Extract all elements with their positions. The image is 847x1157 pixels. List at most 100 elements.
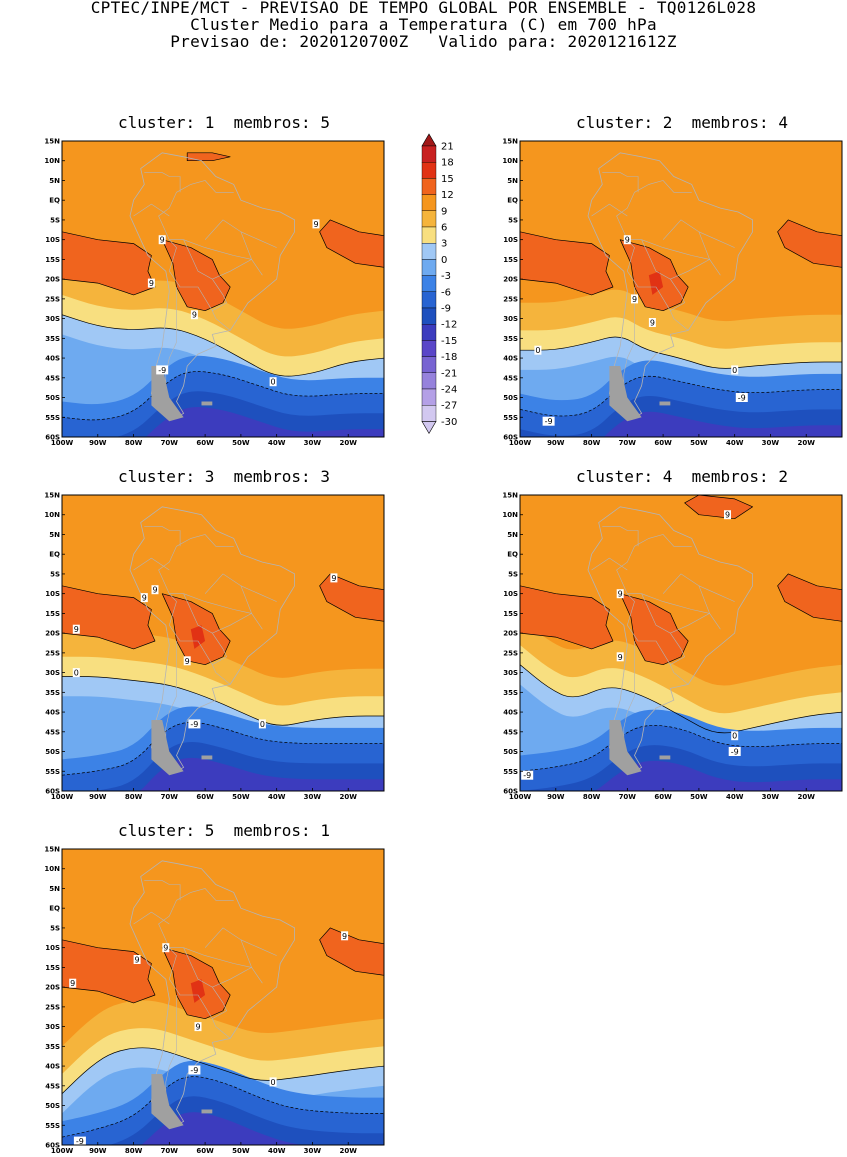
map-frame <box>519 494 843 792</box>
contour-label: 9 <box>135 956 140 965</box>
patagonia-landmass <box>609 720 642 776</box>
header-line-1: CPTEC/INPE/MCT - PREVISAO DE TEMPO GLOBA… <box>90 0 757 17</box>
lat-label: 15S <box>45 964 60 972</box>
contour-label-box <box>735 393 748 402</box>
colorbar-swatch <box>421 340 437 357</box>
lat-label: 25S <box>45 295 60 303</box>
falkland-islands <box>659 401 671 406</box>
colorbar-swatch <box>421 291 437 309</box>
warm-cell-north <box>186 152 231 162</box>
contour-label-box <box>188 719 201 729</box>
colorbar-level-label: -24 <box>441 385 457 396</box>
country-border <box>602 526 639 547</box>
lon-label: 30W <box>762 439 780 445</box>
map-field: 9 9 9 0 -9 -9 <box>520 495 842 791</box>
country-border <box>698 231 735 248</box>
lon-label: 50W <box>232 1147 250 1153</box>
contour-minus9 <box>62 722 384 776</box>
contour-label-box <box>73 1136 86 1145</box>
country-border <box>662 219 710 280</box>
lon-label: 20W <box>339 793 357 799</box>
country-border <box>158 900 177 980</box>
colorbar-swatch <box>421 242 437 260</box>
contour-label: 9 <box>725 511 730 520</box>
header-line-2: Cluster Medio para a Temperatura (C) em … <box>190 15 657 34</box>
lon-label: 20W <box>797 793 815 799</box>
contour-minus9 <box>62 1076 384 1138</box>
lat-label: 40S <box>45 709 60 717</box>
colorbar-level-label: 21 <box>441 142 454 153</box>
lat-label: 25S <box>503 649 518 657</box>
lon-label: 40W <box>268 439 286 445</box>
lat-label: 10N <box>502 511 518 519</box>
country-border <box>670 664 689 685</box>
lon-label: 80W <box>125 439 143 445</box>
warm-cell-pacific <box>62 939 156 1004</box>
lon-label: 100W <box>509 793 532 799</box>
lat-label: 45S <box>45 1082 60 1090</box>
lat-label: 45S <box>503 374 518 382</box>
lon-label: 40W <box>268 793 286 799</box>
contour-label-box <box>330 573 338 583</box>
contour-minus9 <box>62 371 384 421</box>
contour-label-box <box>542 416 555 426</box>
lat-label: 10N <box>44 157 60 165</box>
country-border <box>240 231 277 248</box>
lat-label: 45S <box>45 374 60 382</box>
contour-label-box <box>190 310 198 320</box>
contour-label-box <box>72 624 80 634</box>
lat-label: 5N <box>507 531 518 539</box>
map-field: 9 9 9 9 -9 0 <box>62 141 384 437</box>
lat-label: 5N <box>49 885 60 893</box>
lat-label: 35S <box>45 335 60 343</box>
hot-core <box>648 271 664 295</box>
temp-band-m15 <box>62 407 384 437</box>
south-america-coastline <box>129 506 295 772</box>
lon-label: 90W <box>547 439 565 445</box>
contour-label: 9 <box>74 625 79 634</box>
lat-label: 15S <box>503 256 518 264</box>
lat-label: 10N <box>502 157 518 165</box>
country-border <box>169 593 213 634</box>
colorbar-level-label: -6 <box>441 287 451 298</box>
contour-label-box <box>269 377 277 387</box>
lon-label: 20W <box>339 1147 357 1153</box>
lat-label: 40S <box>45 1063 60 1071</box>
lat-label: 15S <box>503 610 518 618</box>
lon-label: 30W <box>304 439 322 445</box>
country-border <box>634 534 692 547</box>
south-america-coastline <box>587 506 753 772</box>
colorbar-legend: 21 18 15 12 9 6 3 0 -3 -6 -9 -12 -15 -18 -21 -24 -27 -30 <box>421 133 457 434</box>
country-border <box>183 239 263 276</box>
contour-label: 9 <box>331 574 336 583</box>
lon-label: 50W <box>690 793 708 799</box>
warm-cell-atlantic <box>319 927 384 976</box>
country-border <box>641 239 721 276</box>
lon-label: 60W <box>654 793 672 799</box>
map-panel-2: 9 9 9 0 0 -9 -9 15N 10N 5N EQ 5S 10S 15S 20S 25S 30S 35S 4… <box>502 138 843 445</box>
contour-label-box <box>147 278 155 288</box>
warm-cell-atlantic <box>319 573 384 622</box>
country-border <box>144 172 181 193</box>
country-border <box>204 927 252 988</box>
contour-label: 9 <box>632 295 637 304</box>
contour-label: -9 <box>545 417 553 426</box>
contour-label-box <box>341 931 349 941</box>
colorbar-level-label: -9 <box>441 304 451 315</box>
lat-label: 60S <box>503 788 518 796</box>
colorbar-level-label: 6 <box>441 223 447 234</box>
lat-label: 55S <box>45 414 60 422</box>
lon-label: 100W <box>51 1147 74 1153</box>
warm-cell-pacific <box>520 585 614 650</box>
contour-label: 9 <box>342 932 347 941</box>
lat-label: 30S <box>45 315 60 323</box>
lon-label: 40W <box>268 1147 286 1153</box>
contour-label: 9 <box>618 590 623 599</box>
panel-title-2: cluster: 2 membros: 4 <box>576 113 788 132</box>
colorbar-level-label: -15 <box>441 336 457 347</box>
lat-label: 50S <box>45 748 60 756</box>
lat-label: 5N <box>49 531 60 539</box>
warm-cell-pacific <box>62 585 156 650</box>
contour-label: 9 <box>192 311 197 320</box>
south-america-coastline <box>129 860 295 1126</box>
